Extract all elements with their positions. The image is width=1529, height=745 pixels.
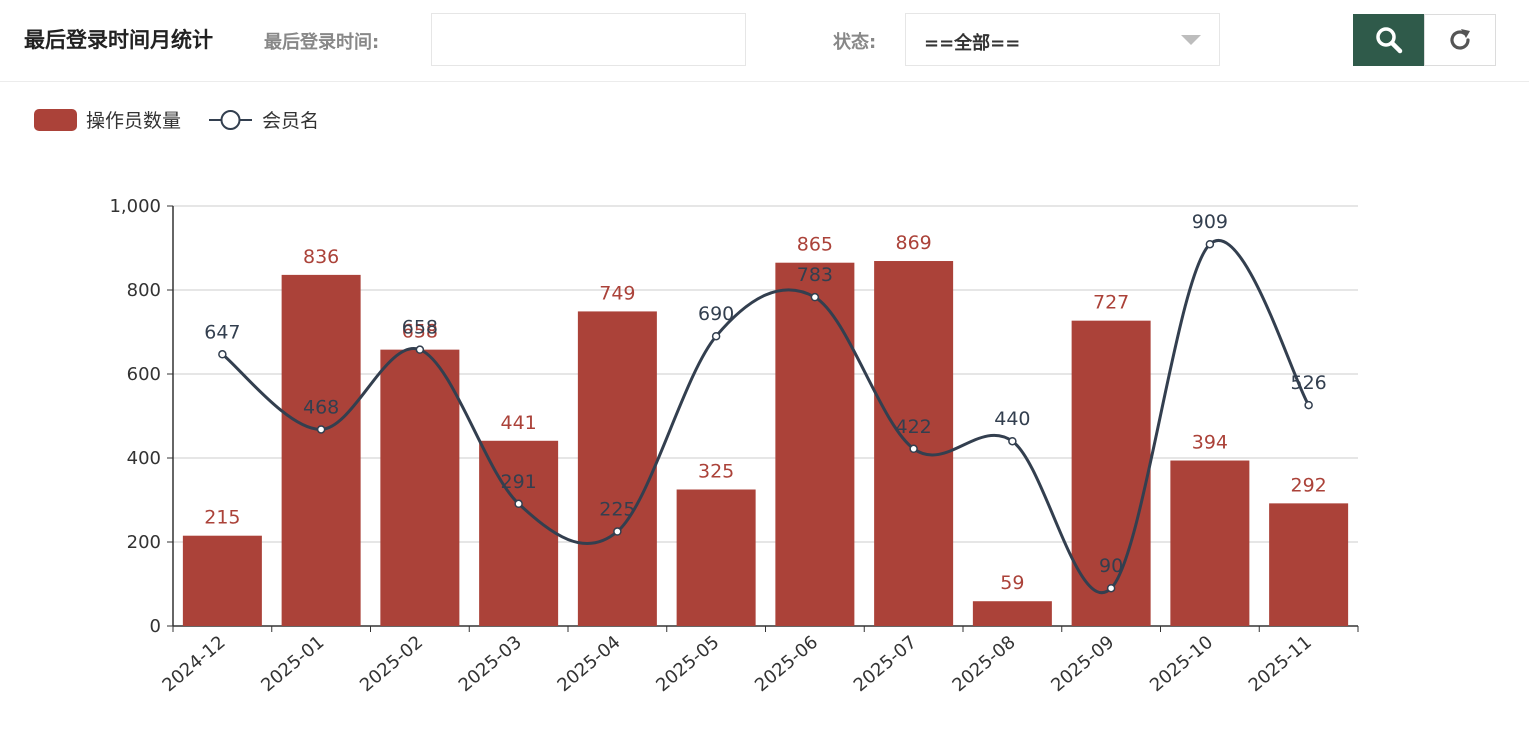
bar [577,311,657,626]
bar [676,489,756,626]
search-icon [1376,27,1403,54]
y-tick-label: 600 [127,364,161,385]
y-tick-label: 0 [150,616,161,637]
bar-value-label: 215 [204,507,240,529]
bar [1269,503,1349,626]
line-value-label: 440 [994,408,1030,430]
x-tick-label: 2025-08 [948,632,1019,696]
bar [972,601,1052,626]
line-value-label: 468 [303,396,339,418]
x-tick-label: 2025-11 [1245,632,1316,696]
line-point [909,444,918,454]
bar-value-label: 59 [1000,572,1024,594]
line-value-label: 90 [1099,555,1123,577]
line-value-label: 690 [698,303,734,325]
y-tick-label: 800 [127,280,161,301]
bar [874,261,954,626]
line-point [613,527,622,536]
bar-value-label: 325 [698,461,734,483]
line-point [218,350,227,359]
line-point [711,331,721,341]
y-tick-label: 400 [127,448,161,469]
x-tick-label: 2025-05 [652,632,723,696]
line-value-label: 422 [895,416,931,438]
bar [1071,320,1151,626]
line-value-label: 647 [204,321,240,343]
line-value-label: 291 [500,471,536,493]
x-tick-label: 2025-04 [553,632,624,696]
line-point [415,345,425,354]
x-tick-label: 2025-01 [257,632,328,696]
bar [1170,460,1250,626]
bar-value-label: 394 [1192,432,1228,454]
line-point [316,425,326,434]
line-point [1106,583,1116,593]
bar-value-label: 865 [797,234,833,256]
status-select-value: ==全部== [924,33,1021,54]
refresh-icon [1450,29,1470,50]
bar-value-label: 727 [1093,292,1129,314]
line-point [1008,436,1017,446]
date-input[interactable] [431,13,746,66]
line-point [514,499,523,509]
page-title: 最后登录时间月统计 [24,28,213,52]
date-label: 最后登录时间: [264,32,380,53]
line-value-label: 526 [1290,372,1326,394]
bar-value-label: 836 [303,246,339,268]
status-select[interactable]: ==全部== [905,13,1220,66]
chart-area: 0 200 400 600 800 1,000 2024-12 2025-01 2025-02 2… [34,109,1359,696]
line-value-label: 909 [1192,211,1228,233]
bar-value-label: 869 [895,232,931,254]
x-tick-label: 2024-12 [158,632,229,696]
x-tick-label: 2025-03 [455,632,526,696]
line-value-label: 783 [797,264,833,286]
bar [775,262,855,626]
line-point [1304,400,1313,410]
refresh-button[interactable] [1424,14,1496,66]
line-point [810,292,820,302]
legend-swatch-point [220,110,241,130]
bar [380,349,460,626]
bar [479,440,559,626]
legend-swatch-bar [34,109,77,131]
bar-value-label: 292 [1290,474,1326,496]
chevron-down-icon [1181,35,1201,45]
bar-value-label: 749 [599,282,635,304]
bar-value-label: 658 [402,321,438,343]
legend-label-line: 会员名 [262,110,319,132]
bar [182,535,262,626]
bar [281,274,361,626]
x-tick-label: 2025-06 [751,632,822,696]
filter-bar: 最后登录时间月统计 最后登录时间: 状态: ==全部== [0,0,1529,82]
line-value-label: 658 [402,317,438,339]
legend-label-bar: 操作员数量 [86,110,181,132]
bar-value-label: 441 [500,412,536,434]
y-tick-label: 200 [127,532,161,553]
y-tick-label: 1,000 [109,196,161,217]
x-tick-label: 2025-09 [1047,632,1118,696]
status-label: 状态: [833,32,877,53]
line-value-label: 225 [599,499,635,521]
search-button[interactable] [1353,14,1425,66]
line-point [1205,239,1215,249]
x-tick-label: 2025-10 [1146,632,1217,696]
x-tick-label: 2025-07 [850,632,921,696]
x-tick-label: 2025-02 [356,632,427,696]
